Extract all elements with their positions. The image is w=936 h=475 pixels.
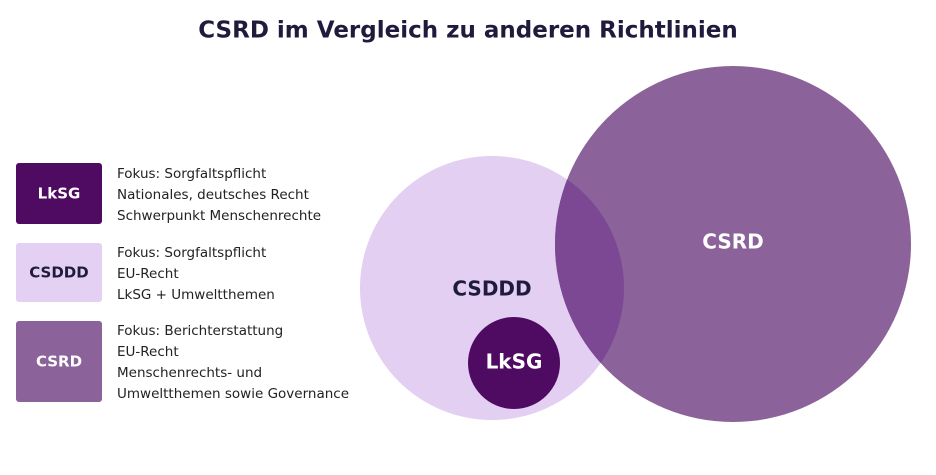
legend-text: EU-Recht xyxy=(117,344,179,360)
circle-label: CSRD xyxy=(702,230,763,254)
legend-text: Schwerpunkt Menschenrechte xyxy=(117,208,321,224)
title: CSRD im Vergleich zu anderen Richtlinien xyxy=(198,18,738,44)
legend-label: CSDDD xyxy=(29,264,88,282)
legend-text: Nationales, deutsches Recht xyxy=(117,187,309,203)
legend-box xyxy=(16,321,102,402)
legend-box xyxy=(16,163,102,224)
lksg-circle xyxy=(468,317,560,409)
circle-label: CSDDD xyxy=(452,277,531,301)
circle-label: LkSG xyxy=(486,350,543,374)
legend-text: Umweltthemen sowie Governance xyxy=(117,386,349,402)
legend-label: CSRD xyxy=(36,353,82,371)
legend-text: Fokus: Sorgfaltspflicht xyxy=(117,166,266,182)
legend-text: Menschenrechts- und xyxy=(117,365,262,381)
legend-text: Fokus: Sorgfaltspflicht xyxy=(117,245,266,261)
csrd-circle xyxy=(555,66,911,422)
legend-text: LkSG + Umweltthemen xyxy=(117,287,275,303)
legend-box xyxy=(16,243,102,302)
legend-label: LkSG xyxy=(38,185,81,203)
legend-text: Fokus: Berichterstattung xyxy=(117,323,283,339)
legend-text: EU-Recht xyxy=(117,266,179,282)
